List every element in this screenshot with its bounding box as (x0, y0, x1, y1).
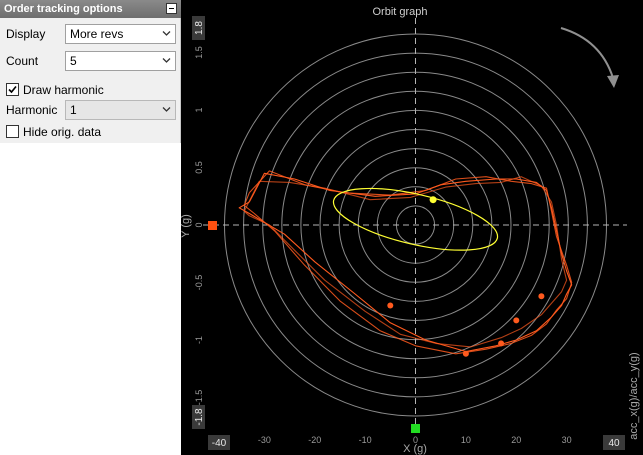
y-tick-label: 1.5 (194, 46, 204, 59)
y-tick-label: 0 (194, 222, 204, 227)
harmonic-select[interactable]: 1 (65, 100, 176, 120)
orbit-series-line (243, 170, 573, 355)
count-select[interactable]: 5 (65, 51, 176, 71)
count-value: 5 (70, 54, 77, 68)
checkbox-unchecked-icon (6, 125, 19, 138)
y-min-label: -1.8 (194, 408, 205, 426)
order-point (498, 340, 505, 347)
orbit-graph[interactable]: -30 -20 -10 0 10 20 30 1.5 1 0.5 0 -0.5 -1 -1.5 Orbit… (181, 0, 643, 455)
x-tick-label: -30 (258, 435, 271, 445)
harmonic-point (429, 196, 437, 204)
order-point (387, 302, 394, 309)
panel-header: Order tracking options (0, 0, 181, 18)
x-min-box (208, 435, 230, 450)
display-label: Display (6, 27, 46, 41)
panel-title: Order tracking options (4, 3, 123, 15)
y-min-box (192, 405, 205, 429)
y-tick-label: -0.5 (194, 275, 204, 291)
x-max-box (603, 435, 625, 450)
x-tick-label: 0 (413, 435, 418, 445)
order-tracking-options-panel: Order tracking options Display More revs… (0, 0, 181, 143)
channel-label: acc_x(g)/acc_y(g) (628, 352, 640, 439)
orbit-series-line (243, 176, 568, 348)
graph-title: Orbit graph (372, 6, 427, 18)
order-point (538, 293, 545, 300)
x-tick-label: 10 (461, 435, 471, 445)
x-axis-title: X (g) (403, 443, 427, 455)
y-axis-title: Y (g) (181, 214, 192, 238)
y-max-label: 1.8 (194, 21, 205, 35)
chevron-down-icon (162, 57, 171, 65)
display-select[interactable]: More revs (65, 24, 176, 44)
harmonic-value: 1 (70, 103, 77, 117)
chevron-down-icon (162, 106, 171, 114)
y-tick-label: -1.5 (194, 390, 204, 406)
checkbox-checked-icon (6, 83, 19, 96)
x-tick-label: -10 (359, 435, 372, 445)
harmonic-label: Harmonic (6, 103, 58, 117)
count-label: Count (6, 54, 39, 68)
harmonic-ellipse (332, 187, 499, 251)
x-max-label: 40 (608, 438, 620, 449)
y-max-box (192, 16, 205, 40)
draw-harmonic-label: Draw harmonic (23, 83, 104, 97)
collapse-button[interactable] (166, 3, 177, 14)
y-position-marker[interactable] (208, 221, 217, 230)
y-tick-label: 0.5 (194, 161, 204, 174)
x-tick-label: -20 (308, 435, 321, 445)
x-tick-label: 20 (511, 435, 521, 445)
rotation-arrow-icon (560, 27, 619, 88)
orbit-graph-canvas: -30 -20 -10 0 10 20 30 1.5 1 0.5 0 -0.5 -1 -1.5 Orbit… (181, 6, 640, 455)
hide-orig-data-label: Hide orig. data (23, 125, 102, 139)
y-tick-label: -1 (194, 336, 204, 344)
y-tick-label: 1 (194, 107, 204, 112)
chevron-down-icon (162, 30, 171, 38)
orbit-series-line (238, 172, 573, 353)
order-point (462, 350, 469, 357)
x-min-label: -40 (212, 438, 227, 449)
x-tick-label: 30 (562, 435, 572, 445)
x-position-marker[interactable] (411, 424, 420, 433)
display-value: More revs (70, 27, 124, 41)
order-point (513, 317, 520, 324)
